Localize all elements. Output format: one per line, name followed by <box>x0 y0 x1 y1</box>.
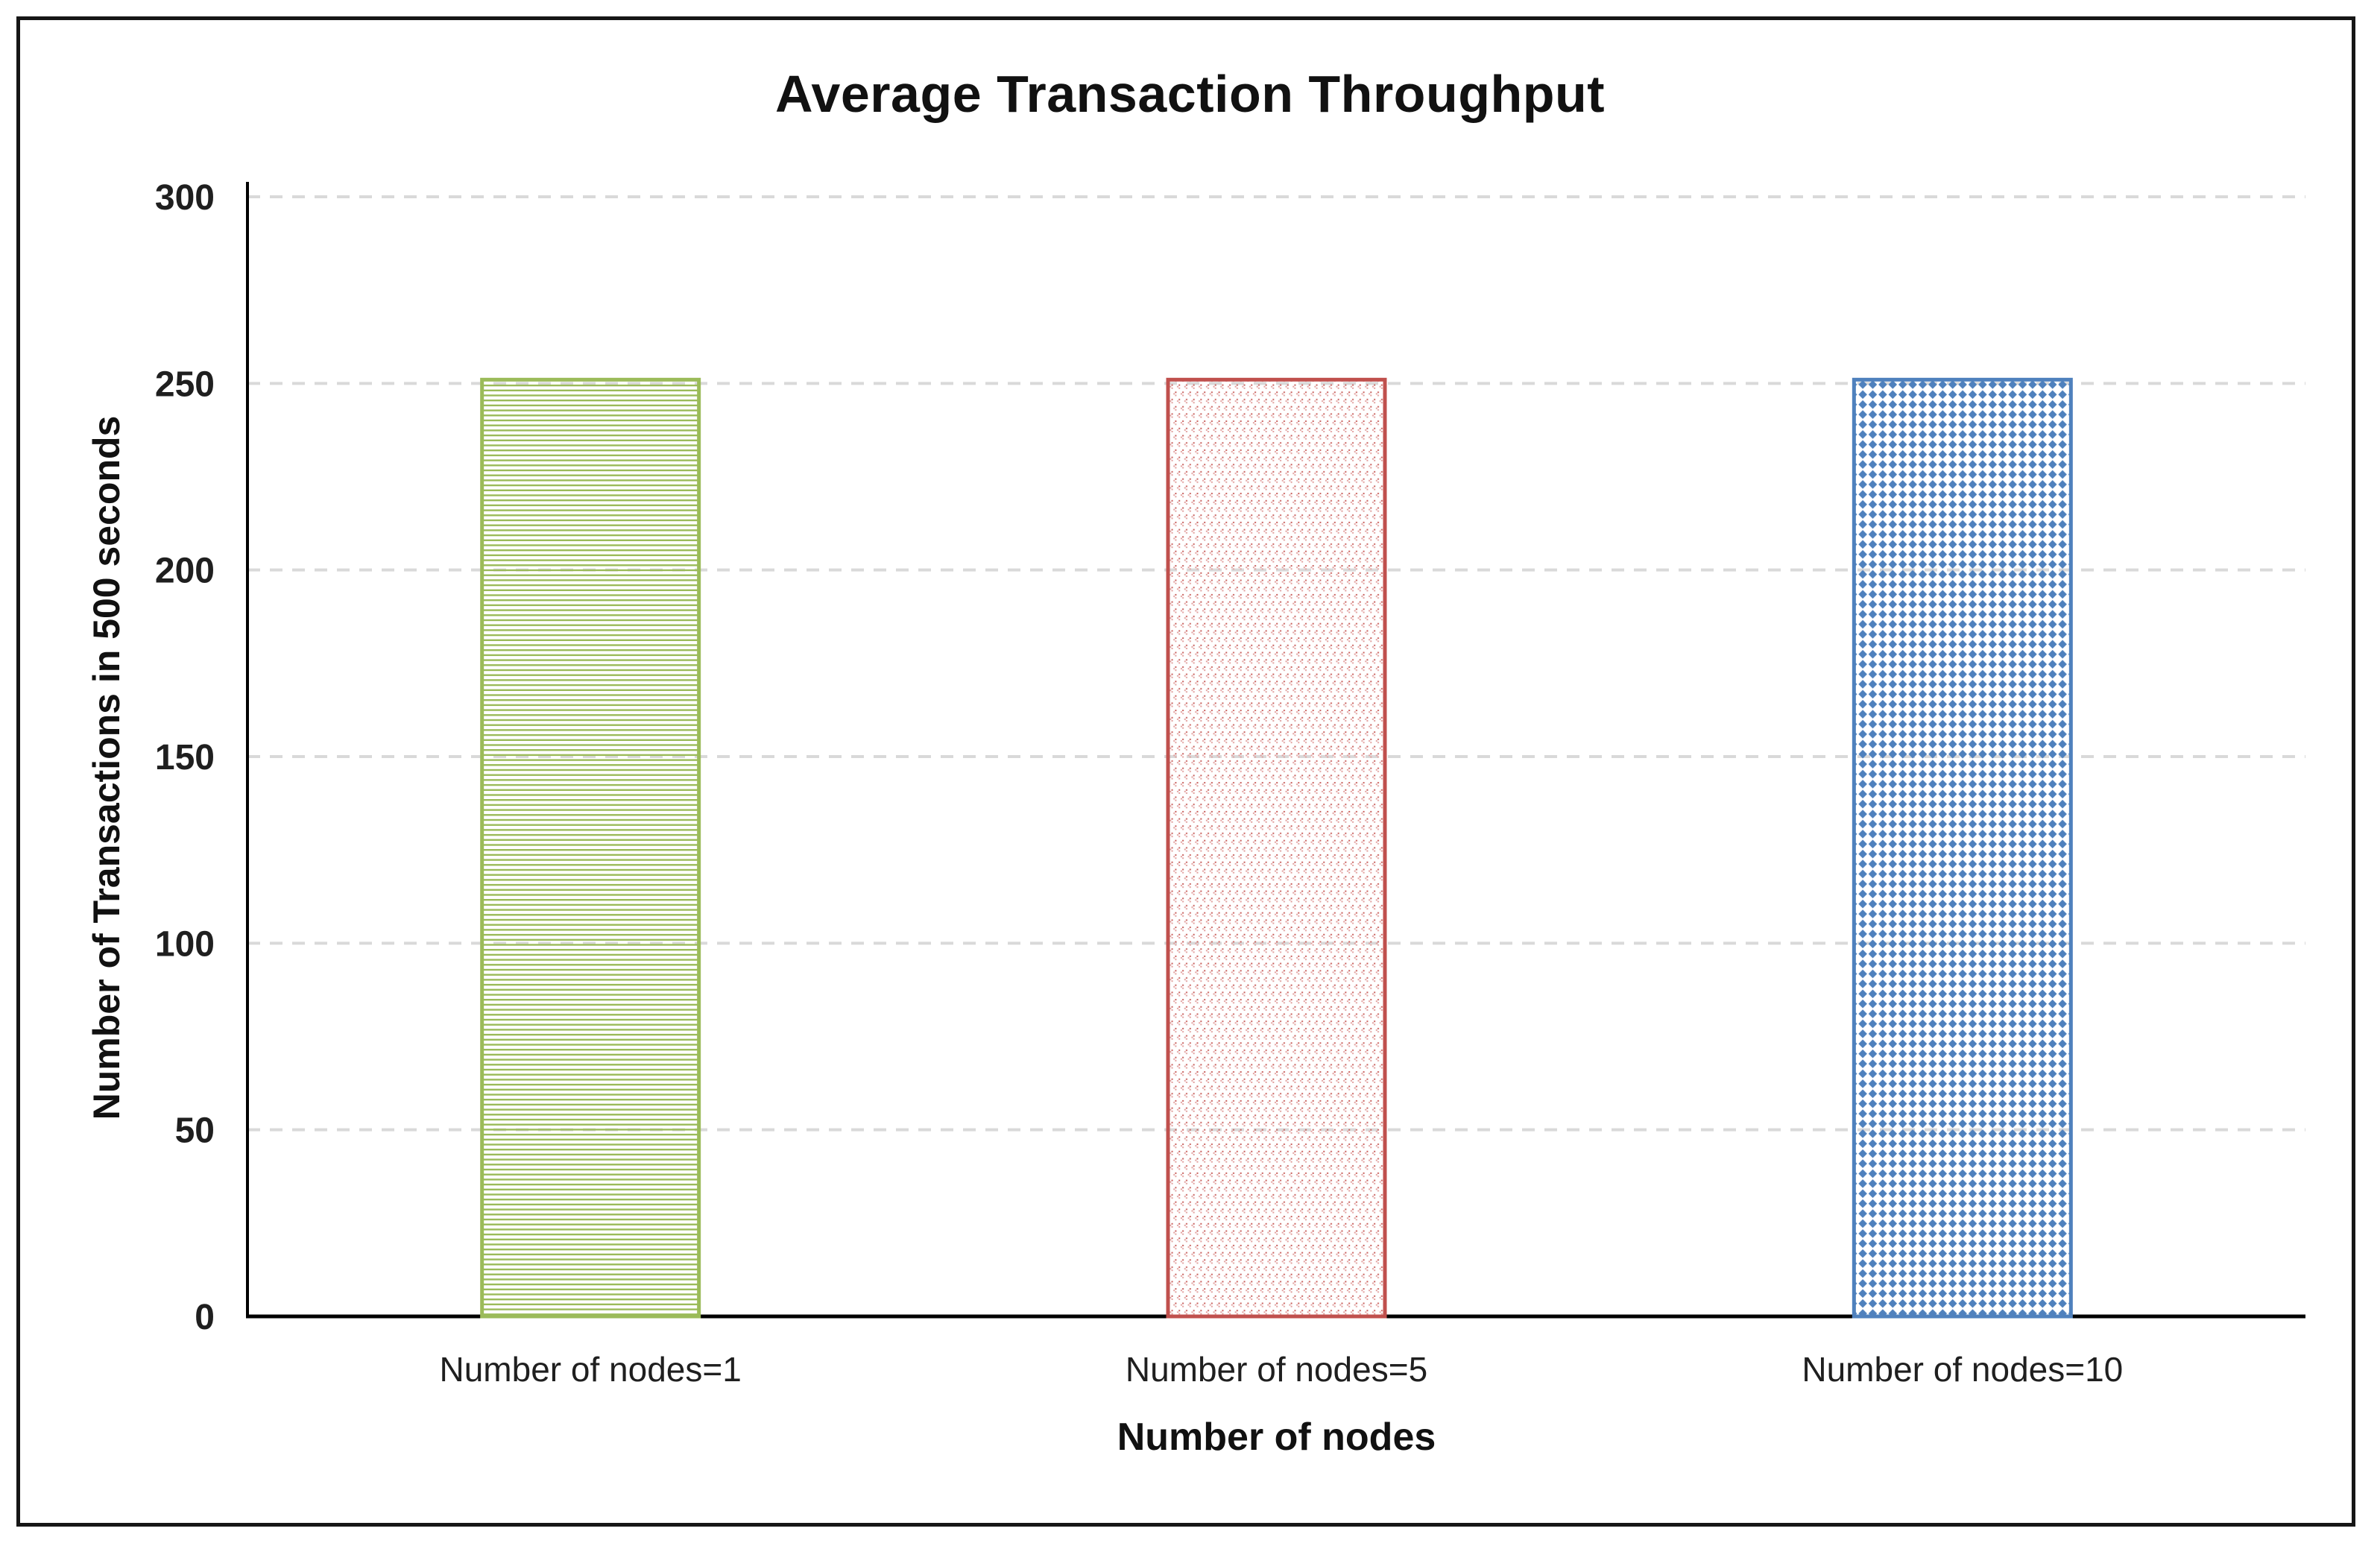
bar-number-of-nodes-1 <box>480 377 701 1319</box>
y-tick-label-150: 150 <box>155 738 215 777</box>
bar-number-of-nodes-10 <box>1852 377 2073 1319</box>
y-tick-label-100: 100 <box>155 924 215 964</box>
y-tick-label-300: 300 <box>155 178 215 218</box>
y-tick-label-250: 250 <box>155 365 215 404</box>
x-tick-label-3: Number of nodes=10 <box>1802 1350 2123 1389</box>
chart-title: Average Transaction Throughput <box>774 65 1606 123</box>
bar-number-of-nodes-5 <box>1166 377 1387 1319</box>
x-tick-label-2: Number of nodes=5 <box>1126 1350 1427 1389</box>
y-tick-label-50: 50 <box>175 1111 215 1151</box>
y-tick-label-0: 0 <box>195 1298 215 1337</box>
x-axis-title: Number of nodes <box>1117 1416 1436 1459</box>
y-tick-label-200: 200 <box>155 552 215 591</box>
x-tick-label-1: Number of nodes=1 <box>440 1350 742 1389</box>
chart-frame-border <box>16 16 2355 1527</box>
